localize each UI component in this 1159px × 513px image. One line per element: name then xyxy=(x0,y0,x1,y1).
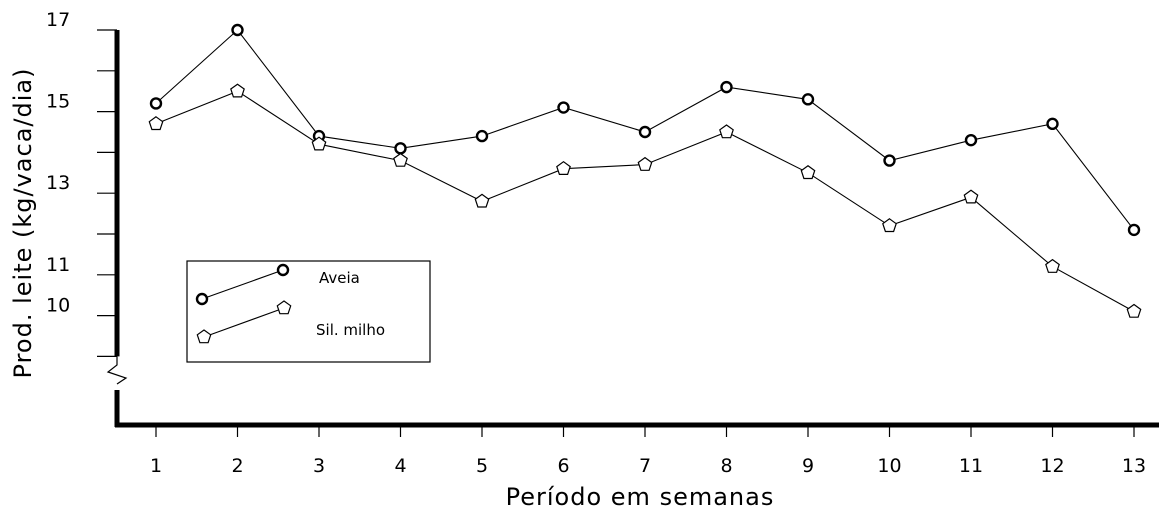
legend-label: Aveia xyxy=(319,269,360,287)
y-axis-title: Prod. leite (kg/vaca/dia) xyxy=(9,68,37,379)
data-point xyxy=(394,142,407,155)
x-tick-label: 8 xyxy=(720,455,732,477)
data-point xyxy=(1046,117,1059,131)
legend-line xyxy=(201,269,284,300)
data-point xyxy=(964,133,978,147)
series-2 xyxy=(148,83,1142,318)
legend-item: Aveia xyxy=(195,263,360,306)
x-tick-label: 2 xyxy=(231,455,243,477)
y-tick-label: 11 xyxy=(46,254,70,276)
data-point xyxy=(148,116,164,131)
data-point xyxy=(720,80,733,94)
x-tick-label: 9 xyxy=(802,455,814,477)
y-axis-break xyxy=(106,356,128,385)
y-tick-label: 17 xyxy=(46,9,70,31)
data-point xyxy=(231,23,244,37)
y-axis-ticks: 17 15 13 11 10 xyxy=(46,9,117,357)
legend-box xyxy=(186,260,431,363)
data-point xyxy=(556,160,571,175)
data-point xyxy=(800,165,816,180)
y-tick-label: 10 xyxy=(46,295,70,317)
x-axis-title: Período em semanas xyxy=(506,483,775,511)
data-point xyxy=(637,156,653,171)
legend-marker xyxy=(196,329,212,344)
series-layer xyxy=(148,23,1142,318)
x-tick-label: 6 xyxy=(557,455,569,477)
data-point xyxy=(474,193,490,208)
x-tick-label: 11 xyxy=(959,455,983,477)
y-tick-label: 15 xyxy=(46,91,70,113)
data-point xyxy=(393,152,408,167)
data-point xyxy=(557,101,570,114)
x-tick-label: 13 xyxy=(1122,455,1146,477)
data-point xyxy=(719,124,734,139)
x-tick-label: 7 xyxy=(639,455,651,477)
data-point xyxy=(963,189,979,204)
data-point xyxy=(475,129,489,143)
data-point xyxy=(1045,258,1060,273)
data-point xyxy=(230,83,245,98)
x-tick-label: 5 xyxy=(476,455,488,477)
data-point xyxy=(883,154,896,167)
data-point xyxy=(801,93,815,106)
x-tick-label: 3 xyxy=(313,455,325,477)
axes xyxy=(106,30,1159,428)
legend-item: Sil. milho xyxy=(196,300,385,344)
data-point xyxy=(311,136,327,151)
legend-marker xyxy=(195,292,209,306)
x-axis-ticks: 1 2 3 4 5 6 7 8 9 10 11 12 13 xyxy=(150,425,1146,477)
legend-label: Sil. milho xyxy=(316,321,385,339)
x-tick-label: 4 xyxy=(394,455,406,477)
legend-marker xyxy=(276,300,292,315)
x-tick-label: 1 xyxy=(150,455,162,477)
y-tick-label: 13 xyxy=(46,172,70,194)
data-point xyxy=(1126,303,1142,318)
data-point xyxy=(638,125,652,139)
data-point xyxy=(1127,223,1141,237)
legend-line xyxy=(203,307,285,338)
legend: Aveia Sil. milho xyxy=(186,260,431,363)
x-tick-label: 12 xyxy=(1040,455,1064,477)
x-tick-label: 10 xyxy=(877,455,901,477)
data-point xyxy=(882,218,897,233)
legend-marker xyxy=(276,263,290,277)
series-1 xyxy=(149,23,1141,237)
data-point xyxy=(149,97,163,110)
